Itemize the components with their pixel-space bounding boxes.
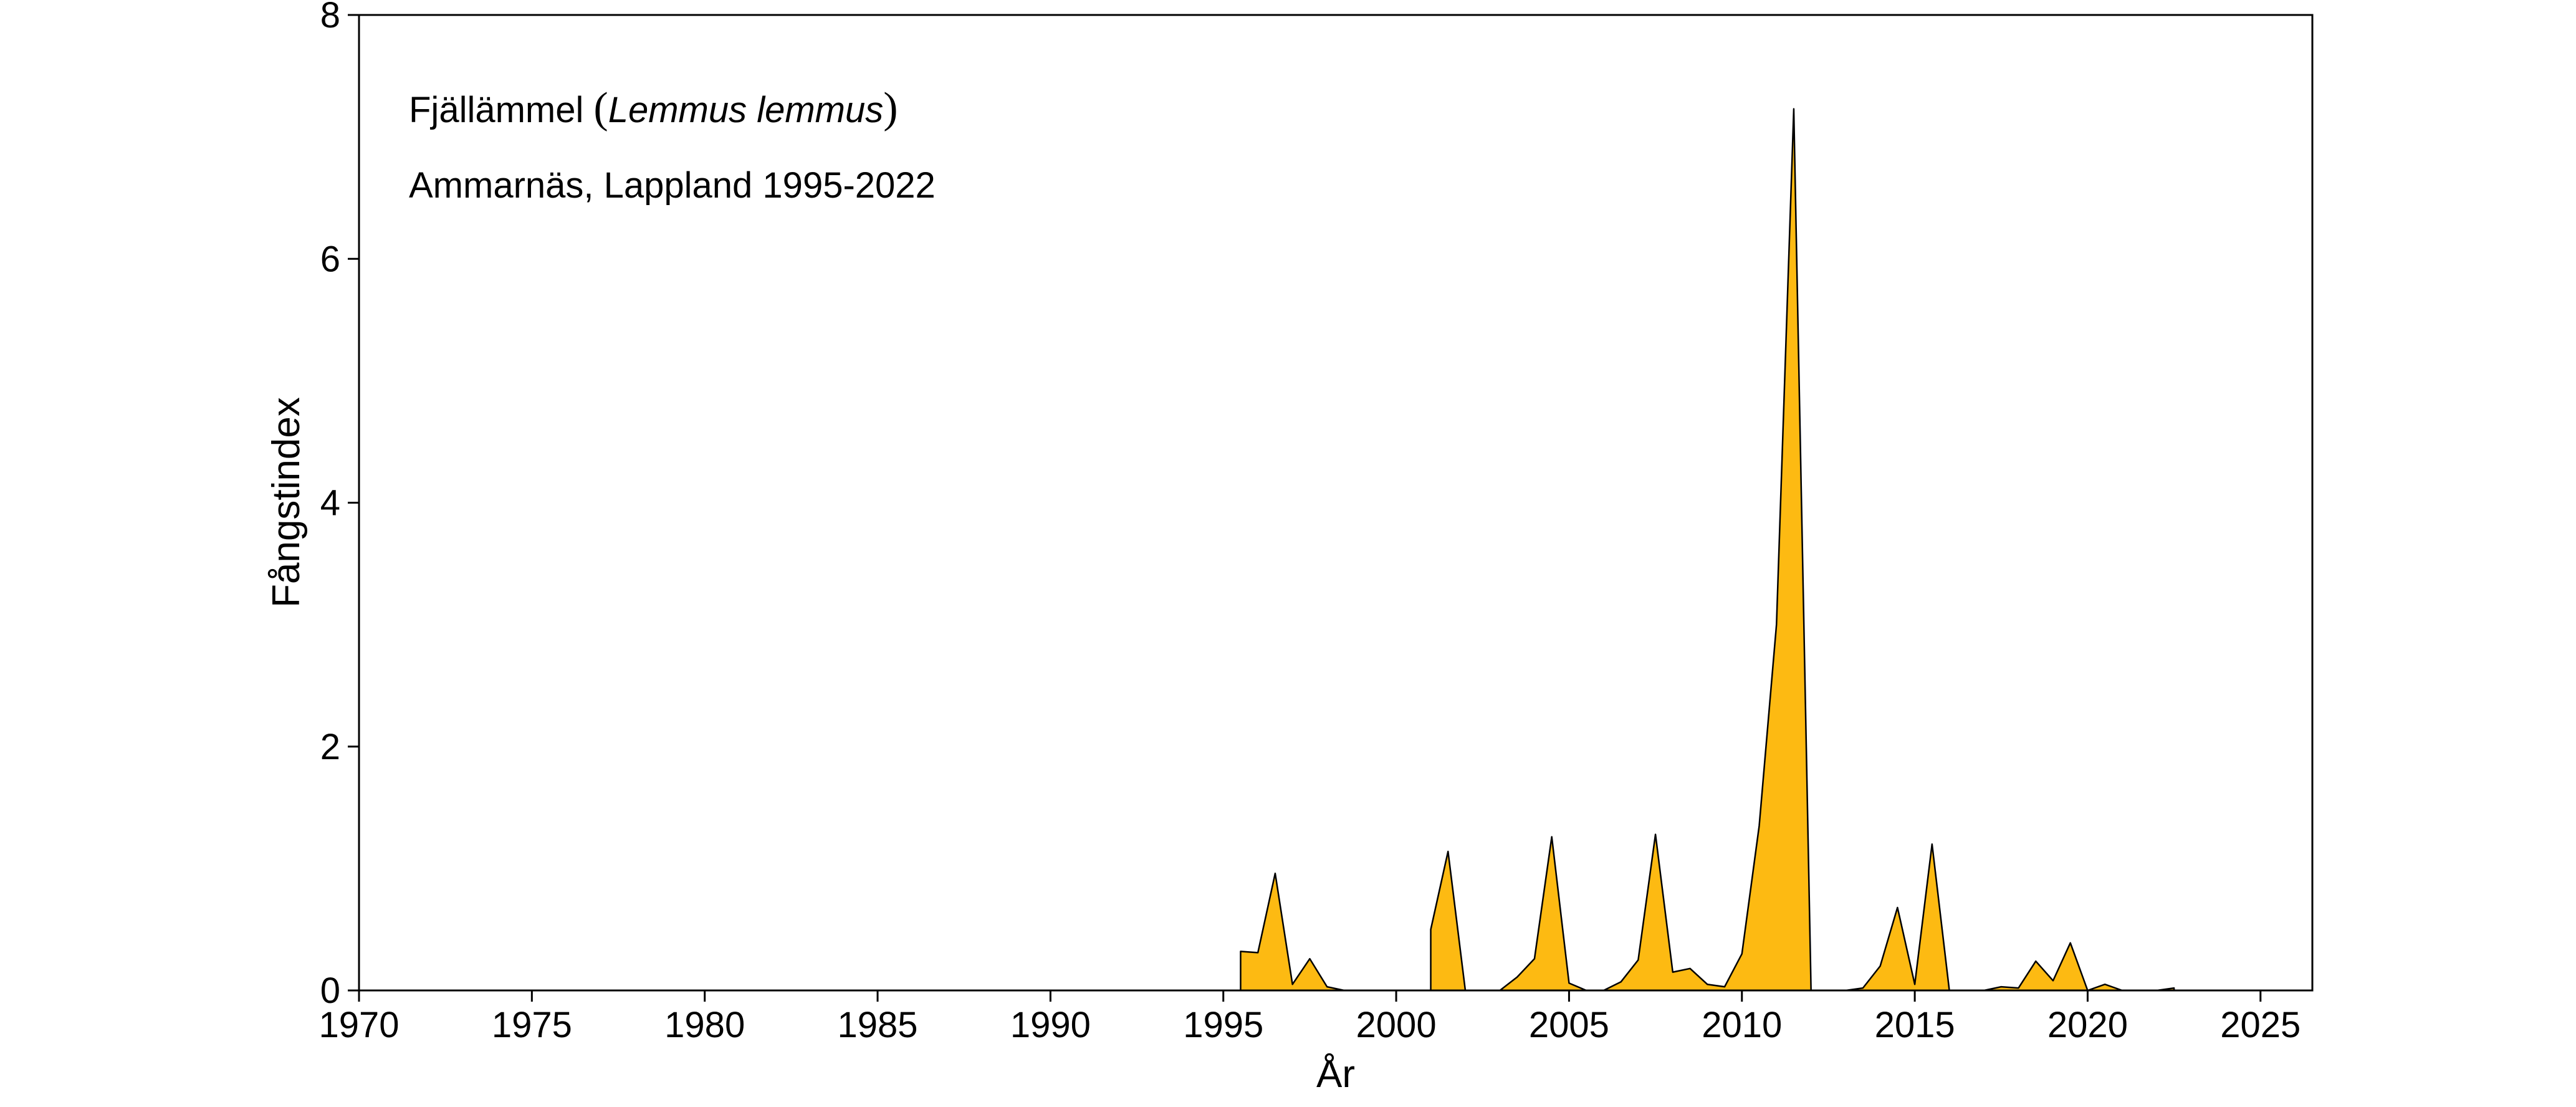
species-common-name: Fjällämmel [409,90,583,130]
x-axis-title: År [1316,1053,1355,1096]
site-annotation: Ammarnäs, Lappland 1995-2022 [409,165,936,206]
area-layer [1240,108,2175,992]
x-tick-label-1975: 1975 [492,1005,572,1045]
y-tick-label-8: 8 [320,0,340,36]
species-open-paren: ( [593,84,608,132]
area-segment-4 [1983,942,2175,992]
x-tick-label-1980: 1980 [664,1005,745,1045]
x-tick-label-2010: 2010 [1702,1005,1782,1045]
x-tick-label-2020: 2020 [2047,1005,2128,1045]
y-axis-title: Fångstindex [265,397,308,608]
x-tick-label-1985: 1985 [838,1005,918,1045]
x-tick-label-1990: 1990 [1010,1005,1091,1045]
y-axis: 0 2 4 6 8 [320,0,359,1011]
x-tick-label-2015: 2015 [1875,1005,1955,1045]
species-close-paren: ) [883,84,898,132]
species-annotation: Fjällämmel (Lemmus lemmus) [409,84,898,132]
x-tick-label-2000: 2000 [1356,1005,1437,1045]
y-tick-label-0: 0 [320,970,340,1011]
area-segment-1 [1240,872,1415,992]
plot-frame [358,14,2314,992]
x-tick-label-2005: 2005 [1529,1005,1609,1045]
y-tick-label-2: 2 [320,727,340,767]
area-segment-2 [1430,108,1812,992]
area-segment-3 [1844,843,1950,992]
x-tick-label-1995: 1995 [1183,1005,1263,1045]
species-latin-name: Lemmus lemmus [608,90,884,130]
y-tick-label-6: 6 [320,239,340,279]
x-axis: 1970 1975 1980 1985 1990 1995 2000 2005 2010 2015… [318,990,2301,1045]
y-tick-label-4: 4 [320,483,340,524]
x-tick-label-2025: 2025 [2220,1005,2301,1045]
x-tick-label-1970: 1970 [318,1005,399,1045]
